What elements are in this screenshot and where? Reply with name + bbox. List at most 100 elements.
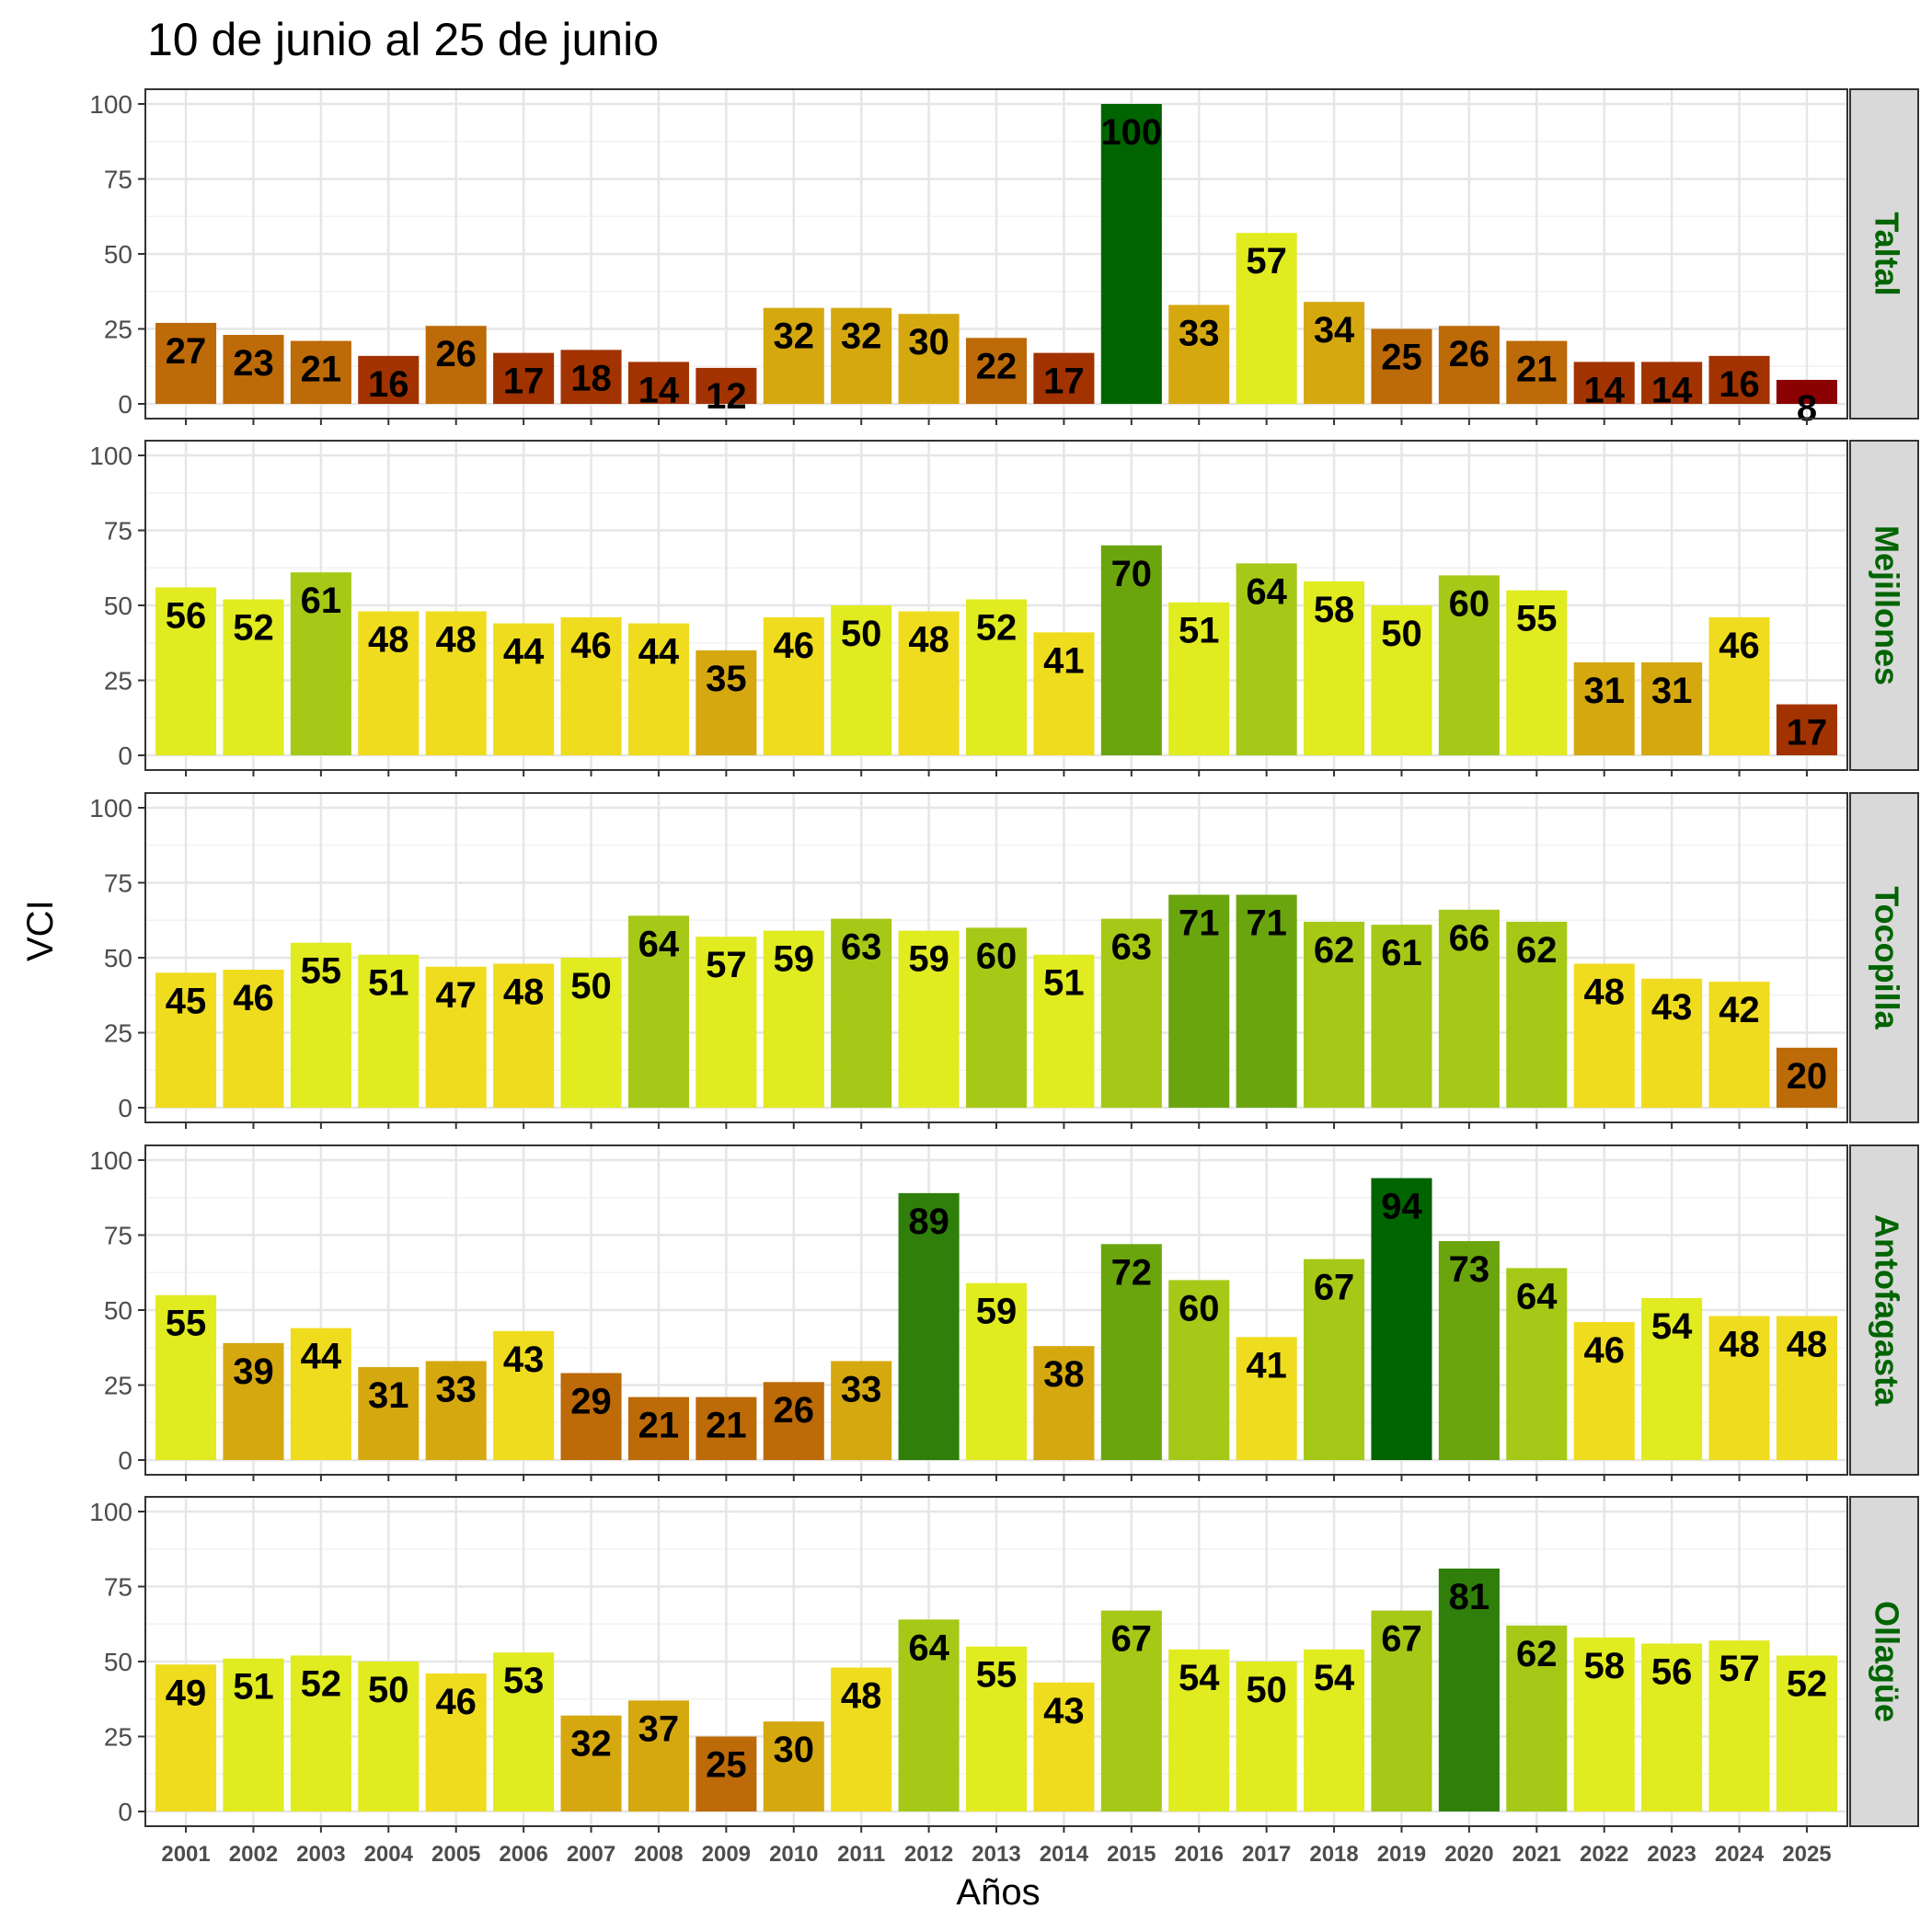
data-label-2025: 17: [1787, 713, 1828, 753]
x-tick-label-2004: 2004: [364, 1842, 414, 1867]
data-label-2008: 44: [638, 632, 680, 673]
bar-2016: [1168, 602, 1230, 755]
bar-2004: [358, 1662, 420, 1811]
bar-2011: [831, 307, 892, 404]
bar-2010: [763, 617, 824, 755]
bar-2008: [627, 1700, 689, 1811]
bar-2006: [493, 623, 555, 755]
bar-2007: [560, 1373, 622, 1460]
bar-2024: [1708, 1640, 1770, 1811]
bar-2013: [965, 1646, 1028, 1811]
data-label-2011: 50: [841, 614, 882, 654]
y-tick-label: 100: [89, 442, 132, 470]
data-label-2009: 57: [706, 945, 747, 985]
bar-2024: [1708, 1316, 1770, 1460]
data-label-2005: 46: [435, 1682, 477, 1722]
data-label-2022: 48: [1583, 972, 1625, 1013]
y-tick-label: 75: [104, 517, 132, 546]
data-label-2001: 55: [166, 1304, 207, 1344]
bar-2021: [1506, 340, 1568, 404]
strip-label: Ollagüe: [1868, 1601, 1905, 1722]
data-label-2013: 55: [976, 1655, 1018, 1696]
bar-2025: [1776, 1655, 1837, 1811]
data-label-2002: 39: [233, 1351, 274, 1392]
data-label-2025: 20: [1787, 1056, 1828, 1097]
bar-2003: [290, 572, 351, 755]
x-tick-label-2009: 2009: [702, 1842, 751, 1867]
bar-2001: [155, 1294, 217, 1460]
data-label-2002: 46: [233, 978, 274, 1018]
data-label-2007: 46: [570, 626, 612, 666]
bar-2013: [965, 338, 1028, 404]
x-tick-label-2018: 2018: [1309, 1842, 1358, 1867]
strip-label: Tocopilla: [1868, 886, 1905, 1029]
data-label-2011: 33: [841, 1369, 882, 1409]
bar-2004: [358, 355, 420, 404]
bar-2021: [1506, 1625, 1568, 1811]
strip-mejillones: [1849, 440, 1919, 771]
x-tick-label-2016: 2016: [1175, 1842, 1224, 1867]
bar-2009: [696, 650, 757, 755]
data-label-2005: 47: [435, 975, 477, 1016]
bar-2025: [1776, 704, 1837, 755]
bar-2017: [1236, 1662, 1297, 1811]
strip-label: Mejillones: [1868, 525, 1905, 685]
data-label-2005: 26: [435, 334, 477, 374]
x-tick-label-2003: 2003: [296, 1842, 345, 1867]
data-label-2010: 26: [774, 1390, 815, 1431]
x-tick-label-2008: 2008: [634, 1842, 683, 1867]
data-label-2022: 14: [1583, 370, 1625, 410]
data-label-2009: 35: [706, 659, 747, 699]
panel-mejillones: 56 52 61 48 48 44 46 44 35 46 50 48 52 41 70 51 64 58 50 60…: [89, 440, 1919, 776]
data-label-2010: 30: [774, 1730, 815, 1770]
data-label-2022: 58: [1583, 1646, 1625, 1686]
strip-label: Taltal: [1868, 212, 1905, 295]
data-label-2016: 51: [1179, 611, 1220, 651]
data-label-2009: 12: [706, 376, 747, 417]
bar-2023: [1641, 1643, 1703, 1811]
bar-2002: [223, 1658, 284, 1811]
data-label-2007: 18: [570, 358, 612, 398]
data-label-2022: 31: [1583, 671, 1625, 711]
bar-2024: [1708, 355, 1770, 404]
data-label-2014: 41: [1043, 640, 1085, 681]
x-tick-label-2022: 2022: [1580, 1842, 1628, 1867]
bar-2005: [425, 326, 487, 404]
data-label-2021: 62: [1516, 1634, 1558, 1674]
bar-2001: [155, 322, 217, 404]
bar-2011: [831, 1667, 892, 1811]
data-label-2016: 60: [1179, 1288, 1220, 1328]
x-tick-label-2017: 2017: [1242, 1842, 1291, 1867]
bar-2021: [1506, 921, 1568, 1108]
bar-2005: [425, 966, 487, 1108]
data-label-2007: 29: [570, 1381, 612, 1421]
y-tick-label: 100: [89, 90, 132, 119]
data-label-2015: 70: [1111, 554, 1153, 594]
data-label-2019: 94: [1381, 1187, 1422, 1227]
data-label-2024: 57: [1719, 1649, 1760, 1689]
bar-2002: [223, 335, 284, 404]
y-tick-label: 75: [104, 1573, 132, 1602]
data-label-2002: 23: [233, 343, 274, 384]
data-label-2013: 22: [976, 346, 1018, 386]
data-label-2020: 26: [1449, 334, 1490, 374]
bar-2019: [1371, 1610, 1432, 1811]
data-label-2001: 56: [166, 595, 207, 636]
bar-2015: [1100, 1610, 1162, 1811]
bar-2025: [1776, 379, 1837, 404]
bar-2004: [358, 954, 420, 1108]
data-label-2008: 64: [638, 924, 680, 964]
data-label-2023: 56: [1651, 1651, 1693, 1692]
bar-2009: [696, 367, 757, 404]
data-label-2009: 25: [706, 1745, 747, 1786]
data-label-2017: 50: [1246, 1670, 1287, 1710]
data-label-2023: 14: [1651, 370, 1693, 410]
bar-2014: [1033, 1682, 1095, 1811]
x-tick-label-2014: 2014: [1040, 1842, 1089, 1867]
bar-2004: [358, 611, 420, 755]
bar-2017: [1236, 233, 1297, 404]
bar-2002: [223, 970, 284, 1108]
strip-label: Antofagasta: [1868, 1214, 1905, 1407]
data-label-2010: 46: [774, 626, 815, 666]
chart-title: 10 de junio al 25 de junio: [147, 14, 660, 65]
